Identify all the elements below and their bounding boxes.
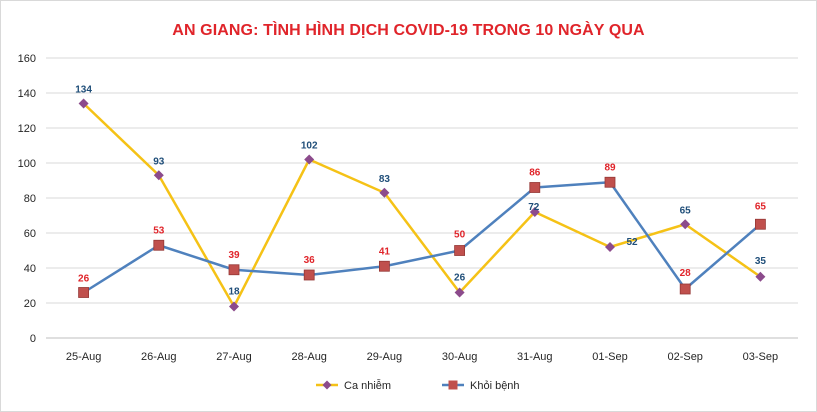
axes: 0 20 40 60 80 100 120 140 160 25-Aug 26-Aug 27-Aug 2… [18, 53, 798, 363]
legend-marker [322, 380, 332, 390]
data-point [454, 287, 465, 298]
x-tick-label: 01-Sep [592, 351, 627, 363]
data-label: 93 [153, 156, 165, 167]
data-point [379, 187, 390, 198]
x-tick-label: 26-Aug [141, 351, 176, 363]
y-tick-label: 120 [18, 123, 36, 135]
data-label: 86 [529, 168, 541, 179]
y-tick-label: 100 [18, 158, 36, 170]
y-tick-label: 140 [18, 88, 36, 100]
data-point [229, 301, 239, 312]
y-tick-label: 80 [24, 193, 36, 205]
x-tick-label: 30-Aug [442, 351, 477, 363]
data-label: 39 [228, 250, 240, 261]
x-tick-label: 27-Aug [216, 351, 251, 363]
data-label: 134 [75, 85, 92, 96]
data-point [303, 269, 315, 281]
data-point [755, 218, 766, 230]
data-label: 26 [454, 273, 466, 284]
legend-label: Ca nhiễm [344, 379, 391, 392]
data-label: 53 [153, 225, 165, 236]
x-tick-label: 25-Aug [66, 351, 101, 363]
data-point [153, 170, 164, 181]
data-point [604, 176, 616, 188]
data-label: 35 [755, 256, 767, 267]
series-line [82, 181, 762, 294]
data-point [304, 154, 315, 165]
data-point [529, 207, 540, 217]
data-label: 102 [301, 141, 318, 152]
data-label: 28 [680, 268, 692, 279]
legend: Ca nhiễm Khỏi bệnh [316, 379, 520, 392]
data-point [78, 287, 89, 298]
y-tick-label: 20 [24, 298, 36, 310]
data-point [605, 242, 615, 252]
data-point [153, 239, 165, 251]
data-label: 89 [604, 162, 616, 173]
data-point [680, 219, 691, 230]
y-tick-label: 160 [18, 53, 36, 65]
y-tick-label: 40 [24, 263, 36, 275]
data-label: 52 [626, 237, 638, 248]
legend-marker [448, 380, 458, 390]
data-point [454, 245, 466, 256]
data-point [679, 283, 691, 295]
data-label: 83 [379, 174, 391, 185]
data-label: 18 [228, 287, 240, 298]
data-point [378, 260, 390, 272]
data-label: 26 [78, 274, 90, 285]
data-label: 65 [755, 201, 767, 212]
x-tick-label: 28-Aug [291, 351, 326, 363]
data-point [755, 271, 766, 282]
data-label: 50 [454, 230, 466, 241]
data-point [228, 264, 240, 276]
y-tick-label: 0 [30, 333, 36, 345]
series-line [82, 102, 762, 308]
data-point [78, 98, 89, 109]
data-point [529, 182, 541, 193]
x-tick-label: 31-Aug [517, 351, 552, 363]
data-label: 65 [680, 205, 692, 216]
legend-label: Khỏi bệnh [470, 380, 520, 392]
y-tick-label: 60 [24, 228, 36, 240]
data-label: 36 [304, 255, 316, 266]
series-lines [78, 98, 766, 312]
data-label: 41 [379, 246, 391, 257]
x-tick-label: 03-Sep [743, 351, 778, 363]
x-tick-label: 29-Aug [367, 351, 402, 363]
x-tick-label: 02-Sep [667, 351, 702, 363]
gridlines [46, 57, 798, 304]
chart-title: AN GIANG: TÌNH HÌNH DỊCH COVID-19 TRONG … [172, 22, 645, 39]
data-labels: 134 93 18 102 83 26 72 52 65 35 26 53 39 36 41 50 86 89 28… [75, 85, 766, 298]
data-label: 72 [528, 202, 540, 213]
